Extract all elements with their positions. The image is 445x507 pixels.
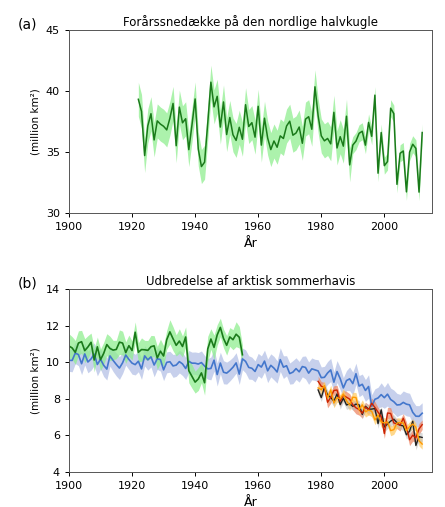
Title: Forårssnedække på den nordlige halvkugle: Forårssnedække på den nordlige halvkugle [123, 15, 378, 29]
Y-axis label: (million km²): (million km²) [30, 347, 40, 414]
Title: Udbredelse af arktisk sommerhavis: Udbredelse af arktisk sommerhavis [146, 275, 355, 288]
Y-axis label: (million km²): (million km²) [30, 88, 40, 155]
Text: (b): (b) [18, 276, 38, 291]
X-axis label: År: År [243, 496, 257, 507]
Text: (a): (a) [18, 18, 38, 31]
X-axis label: År: År [243, 237, 257, 250]
